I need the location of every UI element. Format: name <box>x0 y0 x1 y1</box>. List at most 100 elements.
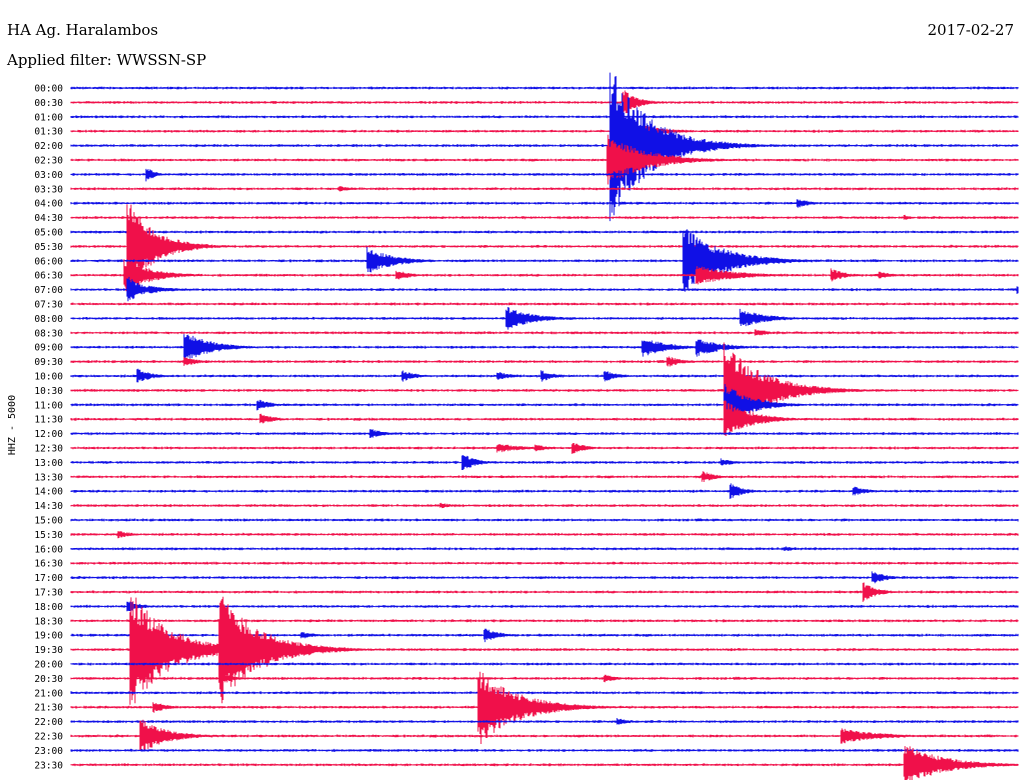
trace-row-1930 <box>70 596 1019 705</box>
trace-row-1800 <box>70 601 1019 612</box>
row-label: 23:30 <box>34 760 63 771</box>
row-label: 01:00 <box>34 112 63 123</box>
trace-row-0700 <box>70 276 1019 302</box>
trace-row-0030 <box>70 90 1019 117</box>
row-label: 17:30 <box>34 588 63 599</box>
row-label: 03:00 <box>34 170 63 181</box>
trace-row-0500 <box>70 230 1019 234</box>
row-label: 04:00 <box>34 199 63 210</box>
trace-row-0300 <box>70 168 1019 182</box>
trace-row-0930 <box>70 356 1019 367</box>
trace-row-0000 <box>70 86 1019 90</box>
row-label: 07:30 <box>34 300 63 311</box>
row-label: 01:30 <box>34 127 63 138</box>
row-label: 21:00 <box>34 688 63 699</box>
trace-row-1600 <box>70 546 1019 551</box>
trace-row-1830 <box>70 619 1019 623</box>
row-label: 11:00 <box>34 400 63 411</box>
row-label: 22:30 <box>34 732 63 743</box>
row-label: 14:30 <box>34 501 63 512</box>
row-label: 06:30 <box>34 271 63 282</box>
plot-date: 2017-02-27 <box>927 21 1014 39</box>
row-label: 13:00 <box>34 458 63 469</box>
trace-row-2300 <box>70 748 1019 752</box>
trace-row-2130 <box>70 671 1019 744</box>
row-label: 20:30 <box>34 674 63 685</box>
trace-row-2200 <box>70 718 1019 725</box>
trace-row-0130 <box>70 110 1019 151</box>
trace-row-1100 <box>70 384 1019 427</box>
trace-row-1300 <box>70 455 1019 470</box>
row-label: 23:00 <box>34 746 63 757</box>
trace-row-2230 <box>70 719 1019 751</box>
row-label: 12:30 <box>34 444 63 455</box>
row-label: 05:00 <box>34 228 63 239</box>
trace-row-1500 <box>70 518 1019 522</box>
trace-row-0200 <box>70 72 1019 222</box>
row-label: 22:00 <box>34 717 63 728</box>
trace-row-0730 <box>70 302 1019 306</box>
row-label-group: 00:00 00:30 01:00 01:30 02:00 02:30 03:00 03:30… <box>34 84 63 772</box>
trace-row-1430 <box>70 502 1019 509</box>
row-label: 18:30 <box>34 616 63 627</box>
row-label: 04:30 <box>34 213 63 224</box>
station-title: HA Ag. Haralambos <box>7 21 159 39</box>
trace-row-1200 <box>70 429 1019 438</box>
row-label: 00:00 <box>34 84 63 95</box>
row-label: 10:30 <box>34 386 63 397</box>
row-label: 19:00 <box>34 631 63 642</box>
trace-row-0430 <box>70 214 1019 220</box>
row-label: 15:00 <box>34 516 63 527</box>
filter-label: Applied filter: WWSSN-SP <box>7 51 207 69</box>
row-label: 00:30 <box>34 98 63 109</box>
row-label: 05:30 <box>34 242 63 253</box>
trace-row-1030 <box>70 342 1019 429</box>
trace-row-1130 <box>70 400 1019 436</box>
row-label: 14:00 <box>34 487 63 498</box>
trace-row-2000 <box>70 662 1019 666</box>
row-label: 09:30 <box>34 357 63 368</box>
row-label: 16:30 <box>34 559 63 570</box>
row-label: 02:30 <box>34 156 63 167</box>
row-label: 18:00 <box>34 602 63 613</box>
trace-row-1330 <box>70 471 1019 482</box>
row-label: 06:00 <box>34 256 63 267</box>
trace-group <box>70 72 1019 780</box>
trace-row-2100 <box>70 691 1019 695</box>
trace-row-0630 <box>70 259 1019 292</box>
trace-row-1730 <box>70 582 1019 602</box>
trace-row-0900 <box>70 334 1019 363</box>
y-axis-label: HHZ - 5000 <box>7 395 18 455</box>
row-label: 20:00 <box>34 660 63 671</box>
trace-row-0400 <box>70 199 1019 208</box>
row-label: 15:30 <box>34 530 63 541</box>
trace-row-1000 <box>70 368 1019 383</box>
row-label: 08:30 <box>34 328 63 339</box>
row-label: 10:00 <box>34 372 63 383</box>
trace-row-1900 <box>70 628 1019 643</box>
trace-row-0830 <box>70 329 1019 336</box>
row-label: 02:00 <box>34 141 63 152</box>
trace-row-1630 <box>70 561 1019 565</box>
trace-row-1400 <box>70 483 1019 499</box>
row-label: 03:30 <box>34 184 63 195</box>
trace-row-0800 <box>70 307 1019 330</box>
row-label: 21:30 <box>34 703 63 714</box>
row-label: 08:00 <box>34 314 63 325</box>
row-label: 12:00 <box>34 429 63 440</box>
trace-row-1530 <box>70 531 1019 539</box>
trace-row-2030 <box>70 674 1019 683</box>
trace-row-1700 <box>70 571 1019 584</box>
trace-row-2330 <box>70 746 1019 780</box>
row-label: 07:00 <box>34 285 63 296</box>
row-label: 11:30 <box>34 415 63 426</box>
trace-row-1230 <box>70 443 1019 454</box>
row-label: 16:00 <box>34 544 63 555</box>
trace-row-0600 <box>70 229 1019 292</box>
row-label: 09:00 <box>34 343 63 354</box>
trace-row-0230 <box>70 134 1019 185</box>
trace-row-0330 <box>70 186 1019 192</box>
row-label: 17:00 <box>34 573 63 584</box>
trace-row-0100 <box>70 115 1019 119</box>
